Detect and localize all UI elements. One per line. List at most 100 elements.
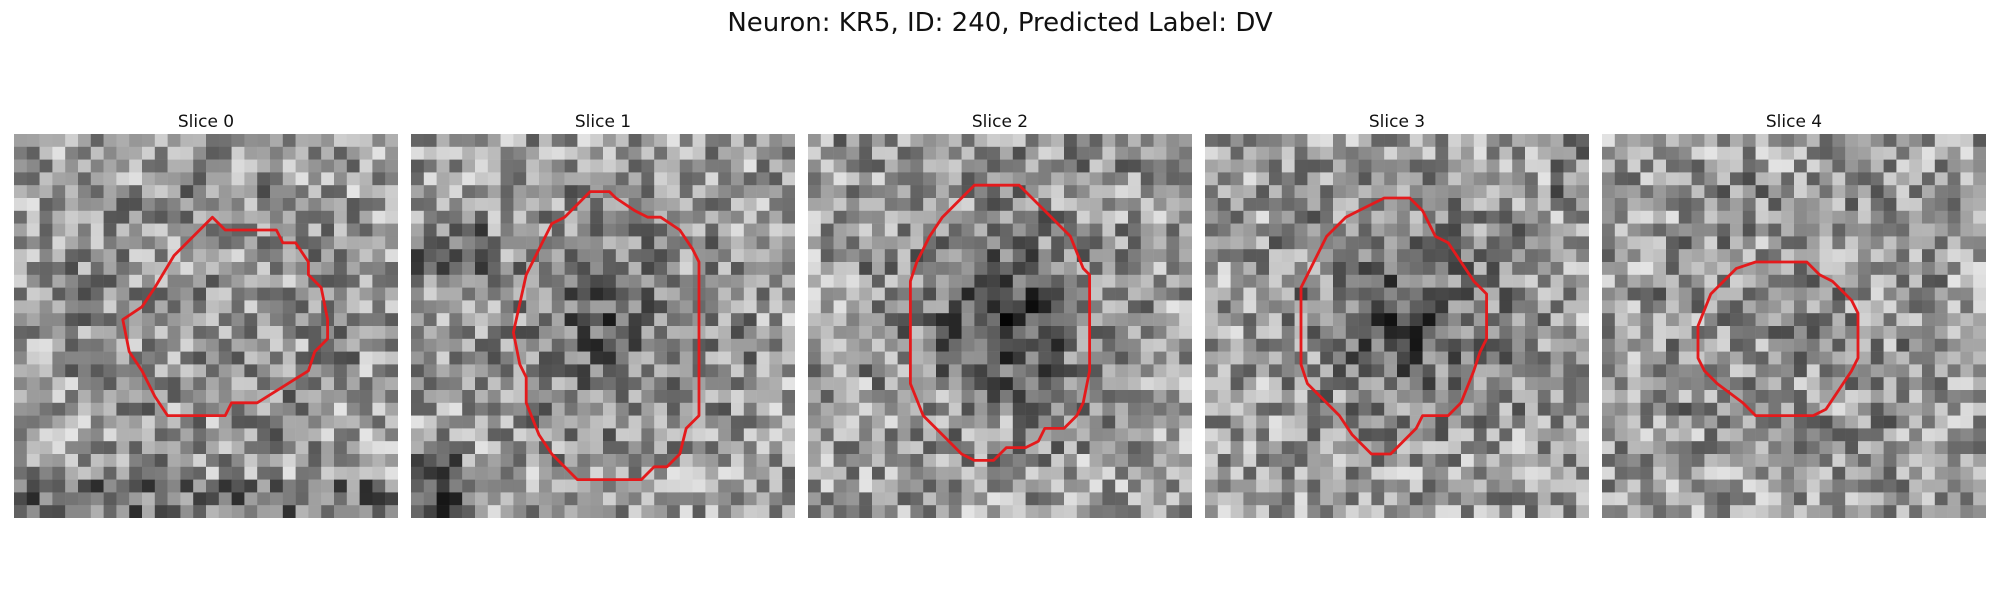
image-pixel: [1832, 198, 1846, 212]
image-pixel: [1486, 428, 1500, 442]
image-pixel: [654, 441, 668, 455]
image-pixel: [1934, 390, 1948, 404]
image-pixel: [1627, 198, 1641, 212]
image-pixel: [1409, 262, 1423, 276]
image-pixel: [603, 415, 617, 429]
image-pixel: [1730, 274, 1744, 288]
image-pixel: [705, 223, 719, 237]
image-pixel: [872, 441, 886, 455]
image-pixel: [1704, 479, 1718, 493]
image-pixel: [487, 326, 501, 340]
image-pixel: [615, 287, 629, 301]
image-pixel: [1563, 428, 1577, 442]
image-pixel: [615, 249, 629, 263]
image-pixel: [1806, 428, 1820, 442]
image-pixel: [206, 274, 220, 288]
image-pixel: [500, 338, 514, 352]
image-pixel: [1102, 377, 1116, 391]
image-pixel: [1640, 262, 1654, 276]
image-pixel: [590, 479, 604, 493]
image-pixel: [577, 313, 591, 327]
image-pixel: [206, 466, 220, 480]
image-pixel: [1153, 274, 1167, 288]
image-pixel: [1076, 364, 1090, 378]
image-pixel: [295, 505, 309, 518]
image-pixel: [154, 198, 168, 212]
image-pixel: [1179, 402, 1192, 416]
image-pixel: [231, 505, 245, 518]
image-pixel: [52, 364, 66, 378]
image-pixel: [65, 402, 79, 416]
image-pixel: [564, 313, 578, 327]
image-pixel: [1870, 441, 1884, 455]
image-pixel: [257, 479, 271, 493]
image-pixel: [500, 210, 514, 224]
image-pixel: [1166, 236, 1180, 250]
image-pixel: [411, 313, 425, 327]
image-pixel: [129, 505, 143, 518]
image-pixel: [859, 454, 873, 468]
image-pixel: [603, 377, 617, 391]
image-pixel: [961, 287, 975, 301]
image-pixel: [615, 402, 629, 416]
image-pixel: [180, 351, 194, 365]
image-pixel: [206, 223, 220, 237]
image-pixel: [167, 454, 181, 468]
image-pixel: [1640, 326, 1654, 340]
image-pixel: [1512, 185, 1526, 199]
image-pixel: [257, 185, 271, 199]
image-pixel: [718, 364, 732, 378]
image-pixel: [782, 249, 795, 263]
image-pixel: [167, 287, 181, 301]
image-pixel: [974, 236, 988, 250]
image-pixel: [78, 428, 92, 442]
image-pixel: [756, 313, 770, 327]
image-pixel: [65, 249, 79, 263]
image-pixel: [1576, 364, 1589, 378]
image-pixel: [615, 441, 629, 455]
image-pixel: [1230, 364, 1244, 378]
image-pixel: [743, 377, 757, 391]
image-pixel: [218, 441, 232, 455]
image-pixel: [679, 505, 693, 518]
image-pixel: [295, 479, 309, 493]
image-pixel: [948, 326, 962, 340]
image-pixel: [14, 415, 28, 429]
image-pixel: [167, 364, 181, 378]
image-pixel: [820, 198, 834, 212]
image-pixel: [1653, 274, 1667, 288]
image-pixel: [1371, 262, 1385, 276]
image-pixel: [154, 146, 168, 160]
image-pixel: [1294, 262, 1308, 276]
image-pixel: [1678, 479, 1692, 493]
image-pixel: [1102, 223, 1116, 237]
image-pixel: [1000, 338, 1014, 352]
image-pixel: [731, 364, 745, 378]
image-pixel: [718, 198, 732, 212]
image-pixel: [782, 300, 795, 314]
image-pixel: [462, 210, 476, 224]
image-pixel: [743, 454, 757, 468]
image-pixel: [1435, 313, 1449, 327]
image-pixel: [65, 236, 79, 250]
image-pixel: [513, 223, 527, 237]
image-pixel: [1781, 159, 1795, 173]
image-pixel: [923, 441, 937, 455]
image-pixel: [667, 402, 681, 416]
image-pixel: [1473, 415, 1487, 429]
image-pixel: [1704, 236, 1718, 250]
image-pixel: [65, 223, 79, 237]
image-pixel: [1960, 198, 1974, 212]
image-pixel: [897, 326, 911, 340]
image-pixel: [1845, 390, 1859, 404]
image-pixel: [820, 300, 834, 314]
image-pixel: [1730, 415, 1744, 429]
image-pixel: [1025, 313, 1039, 327]
image-pixel: [334, 338, 348, 352]
image-pixel: [590, 146, 604, 160]
image-pixel: [1269, 466, 1283, 480]
image-pixel: [1166, 146, 1180, 160]
image-pixel: [1717, 338, 1731, 352]
image-pixel: [551, 236, 565, 250]
image-pixel: [436, 402, 450, 416]
